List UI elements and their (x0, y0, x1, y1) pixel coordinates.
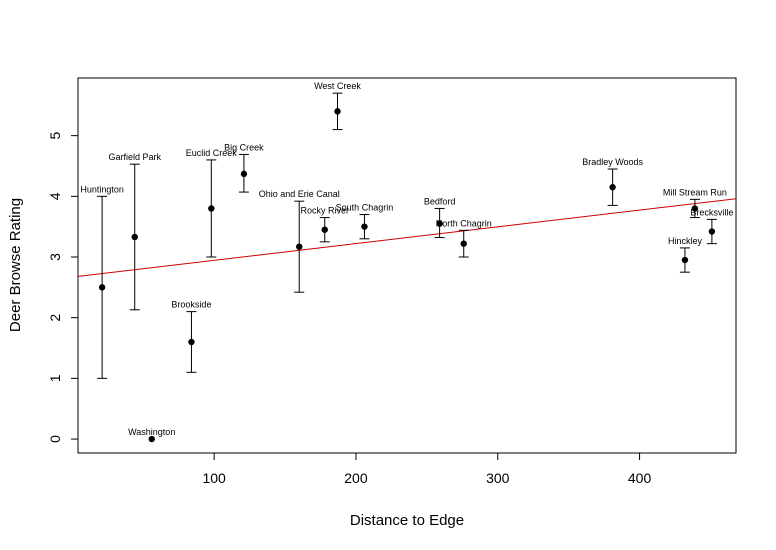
data-point-label: Big Creek (224, 142, 264, 152)
x-axis: 100 200 300 400 (202, 453, 651, 486)
y-tick-label: 0 (47, 435, 63, 443)
x-tick-label: 200 (344, 470, 368, 486)
data-point-label: Euclid Creek (186, 148, 238, 158)
y-axis: 0 1 2 3 4 5 (47, 132, 78, 443)
data-point-group: Bedford (424, 196, 456, 239)
data-point (334, 108, 341, 115)
data-point-group: Bradley Woods (582, 157, 644, 206)
data-point-label: Ohio and Erie Canal (259, 189, 340, 199)
data-point (148, 435, 155, 443)
data-point-label: South Chagrin (336, 203, 394, 213)
data-point-label: Huntington (80, 184, 124, 194)
data-point-label: Rocky River (300, 206, 349, 216)
y-tick-label: 3 (47, 253, 63, 261)
fit-line (77, 198, 737, 277)
data-point-group: Brecksville (690, 207, 733, 245)
x-tick-label: 300 (486, 470, 510, 486)
data-point-label: Brecksville (690, 207, 733, 217)
data-point (436, 220, 443, 227)
data-point-label: Washington (128, 427, 175, 437)
data-point-label: Hinckley (668, 236, 703, 246)
data-point (131, 233, 138, 241)
data-point (460, 240, 467, 247)
data-point (98, 284, 106, 291)
data-point-group: Garfield Park (108, 152, 161, 311)
data-point (188, 338, 195, 346)
data-point (321, 226, 328, 233)
data-point-group: Ohio and Erie Canal (259, 189, 340, 293)
y-tick-label: 5 (47, 132, 63, 140)
data-point (681, 256, 689, 264)
data-point-group: Hinckley (668, 236, 703, 273)
data-point-label: Garfield Park (108, 152, 161, 162)
y-tick-label: 1 (47, 374, 63, 382)
data-point-label: West Creek (314, 81, 361, 91)
data-point-group: Big Creek (224, 142, 264, 193)
data-point (708, 228, 716, 235)
data-point-label: Bradley Woods (582, 157, 643, 167)
x-tick-label: 400 (628, 470, 652, 486)
data-point-label: Bedford (424, 196, 456, 206)
data-point-label: Brookside (171, 300, 211, 310)
data-point-group: North Chagrin (436, 218, 492, 258)
data-point-label: North Chagrin (436, 218, 492, 228)
plot-frame (77, 77, 737, 454)
data-point-label: Mill Stream Run (663, 187, 727, 197)
data-point (208, 205, 215, 212)
y-tick-label: 4 (47, 192, 63, 200)
x-tick-label: 100 (202, 470, 226, 486)
data-series: Huntington Garfield Park Washington Brooksi… (80, 81, 733, 443)
data-point (361, 223, 368, 230)
data-point-group: Washington (128, 427, 175, 443)
data-point-group: Huntington (80, 184, 124, 379)
data-point-group: South Chagrin (336, 203, 394, 240)
data-point (609, 184, 616, 191)
data-point-group: Mill Stream Run (663, 187, 727, 219)
y-axis-title: Deer Browse Rating (7, 198, 24, 332)
data-point (691, 205, 699, 212)
data-point-group: Euclid Creek (186, 148, 238, 258)
data-point-group: Rocky River (300, 206, 349, 243)
data-point (296, 243, 303, 250)
data-point-group: Brookside (171, 300, 211, 373)
data-point-group: West Creek (314, 81, 361, 131)
x-axis-title: Distance to Edge (350, 512, 464, 529)
data-point (240, 170, 248, 178)
y-tick-label: 2 (47, 314, 63, 322)
